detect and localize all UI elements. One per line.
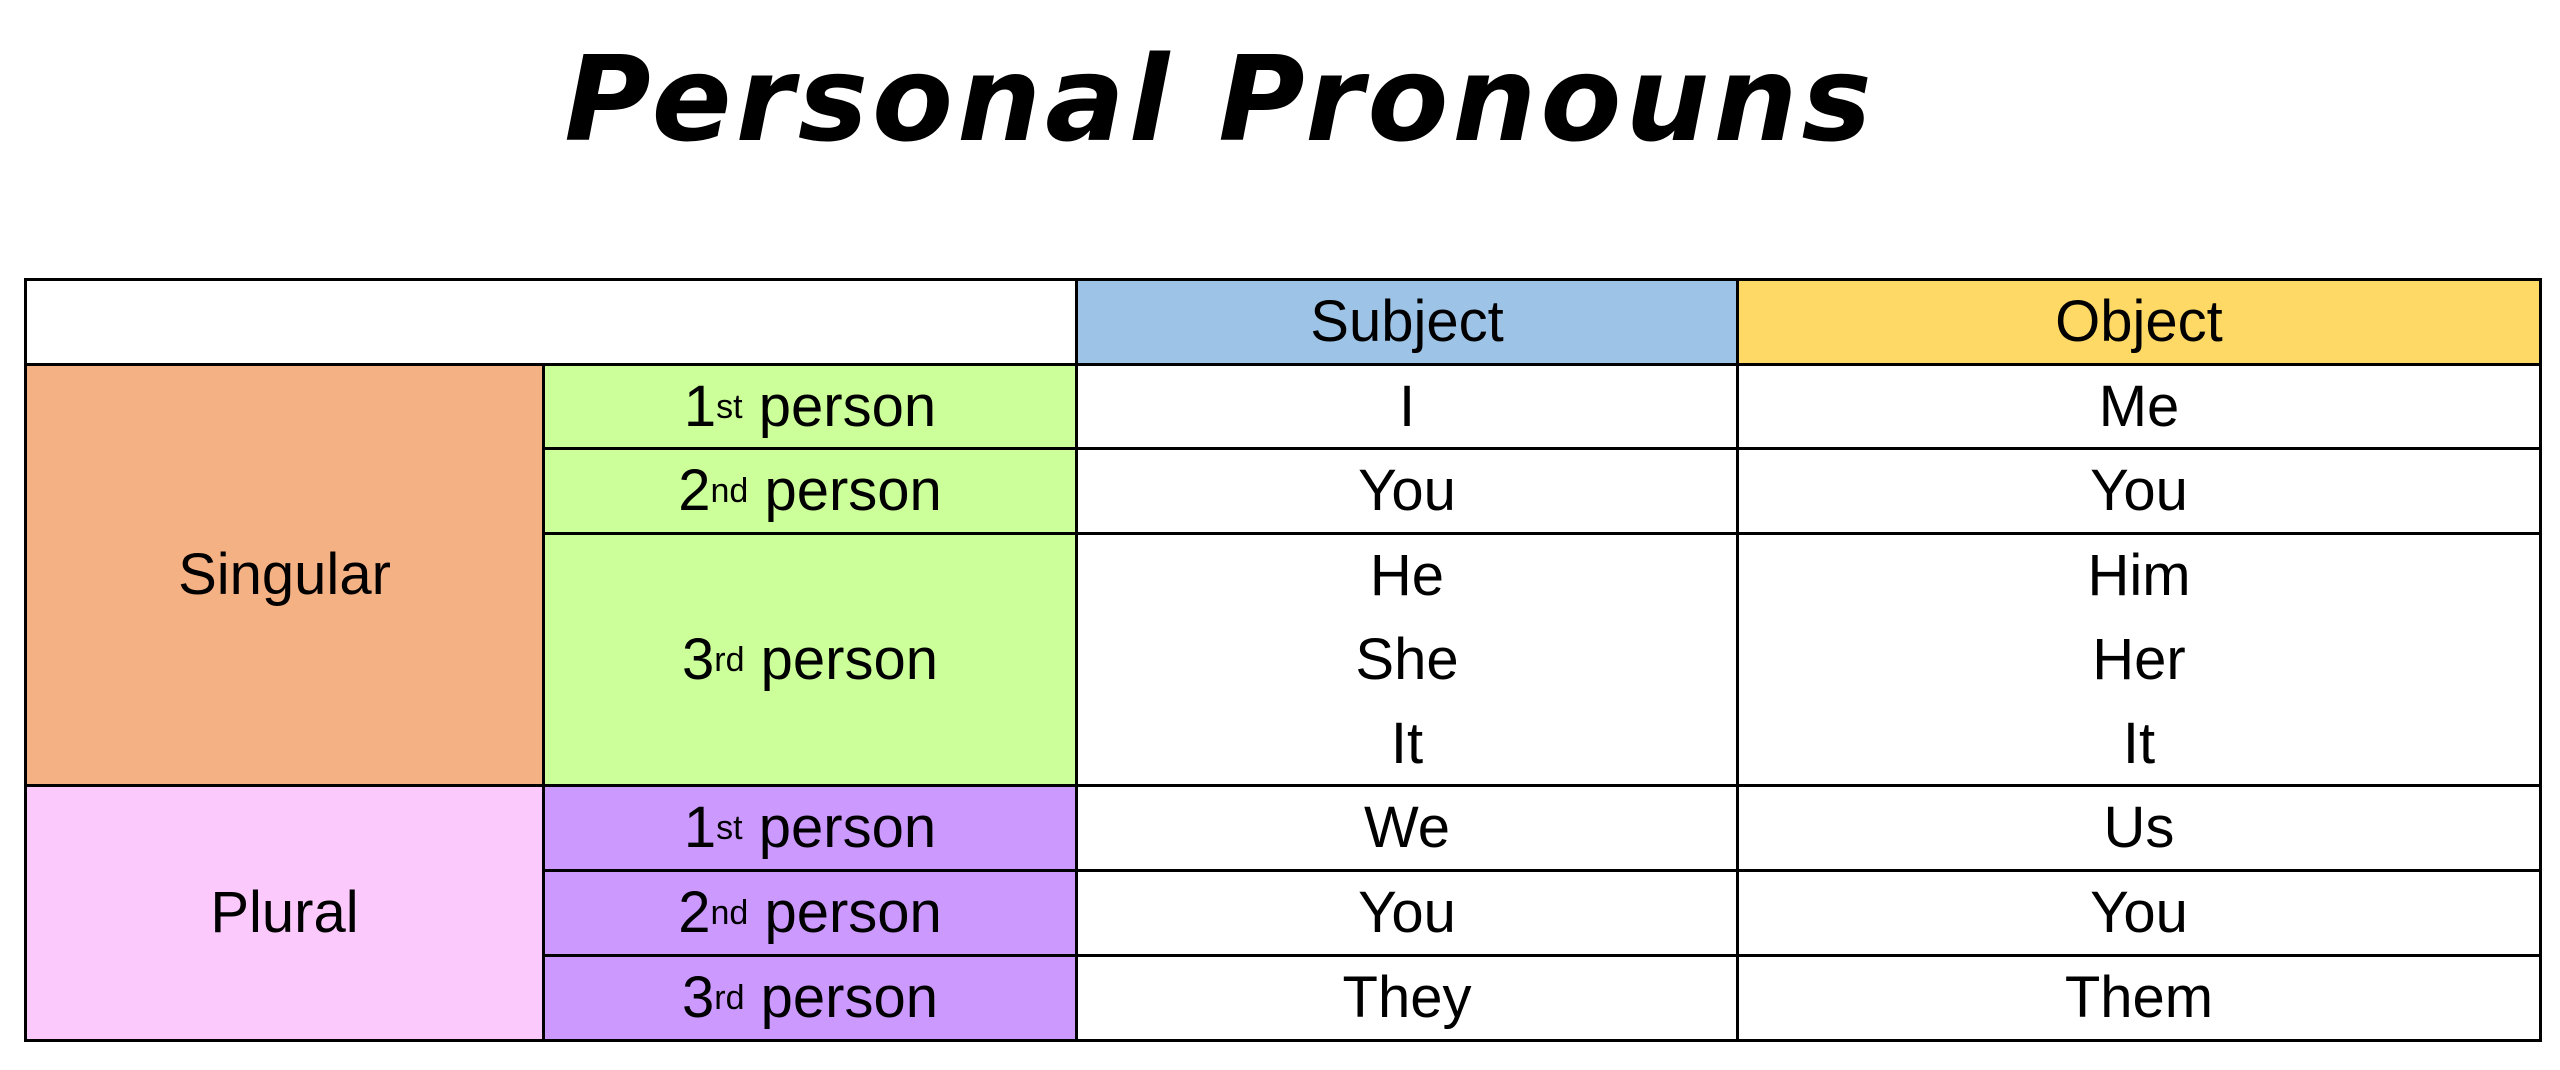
plural-first-subject: We <box>1075 784 1739 872</box>
header-object: Object <box>1736 278 2542 366</box>
header-blank <box>24 278 1078 366</box>
singular-third-subject: He She It <box>1075 532 1739 787</box>
plural-second-subject: You <box>1075 869 1739 957</box>
pronoun-it-object: It <box>2122 710 2156 776</box>
pronoun-he: He <box>1369 542 1445 608</box>
pronoun-him: Him <box>2087 542 2191 608</box>
pronoun-she: She <box>1355 626 1459 692</box>
singular-first-object: Me <box>1736 363 2542 450</box>
pronoun-it: It <box>1390 710 1424 776</box>
plural-second-object: You <box>1736 869 2542 957</box>
group-singular: Singular <box>24 363 545 787</box>
plural-third-subject: They <box>1075 954 1739 1042</box>
page-title: Personal Pronouns <box>564 30 1876 168</box>
header-subject: Subject <box>1075 278 1739 366</box>
plural-third-object: Them <box>1736 954 2542 1042</box>
singular-second-object: You <box>1736 447 2542 535</box>
singular-second-subject: You <box>1075 447 1739 535</box>
singular-first-subject: I <box>1075 363 1739 450</box>
pronoun-her: Her <box>2092 626 2186 692</box>
group-plural: Plural <box>24 784 545 1042</box>
singular-third-object: Him Her It <box>1736 532 2542 787</box>
plural-first-object: Us <box>1736 784 2542 872</box>
